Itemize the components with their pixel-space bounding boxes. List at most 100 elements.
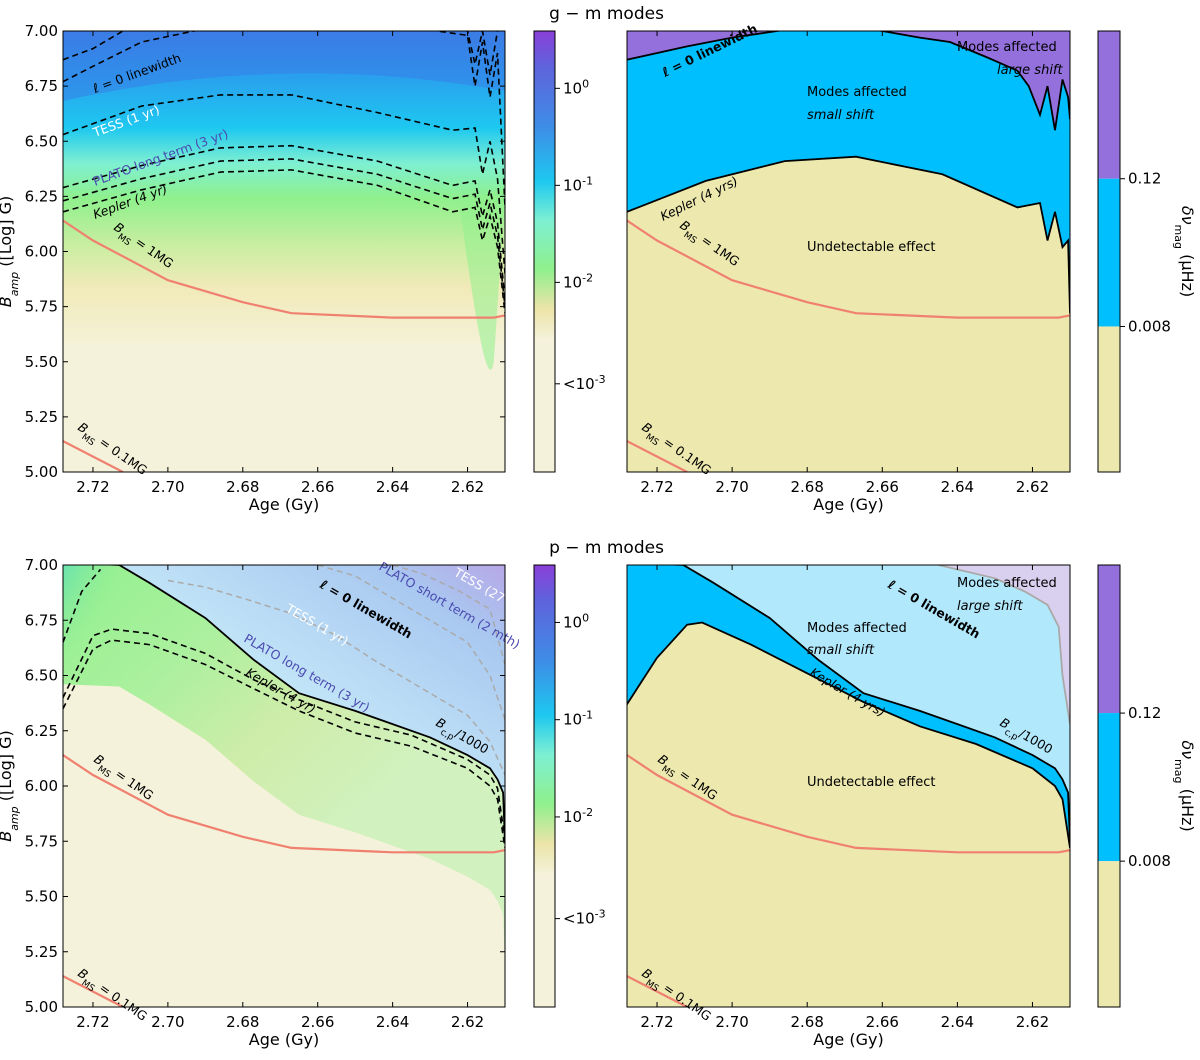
x-tick-label: 2.62 <box>451 1013 484 1031</box>
x-tick-label: 2.70 <box>715 478 748 496</box>
y-tick-label: 6.00 <box>25 777 58 795</box>
label-undetectable: Undetectable effect <box>807 240 936 255</box>
x-tick-label: 2.62 <box>1016 478 1049 496</box>
colorbar-small <box>1098 713 1120 862</box>
y-tick-label: 6.75 <box>25 611 58 629</box>
curve-b-ms-1mg <box>63 219 505 319</box>
curve-b-ms-0-1mg <box>63 975 124 1007</box>
chart-title: p − m modes <box>549 538 664 558</box>
colorbar-tick-label: 10-1 <box>563 174 593 195</box>
heatmap-wedge <box>63 565 505 965</box>
y-tick-label: 5.00 <box>25 998 58 1016</box>
y-tick-label: 5.50 <box>25 888 58 906</box>
x-tick-label: 2.66 <box>301 478 334 496</box>
label-large-affected: Modes affected <box>957 576 1057 591</box>
bms-1mg-curve <box>627 219 1070 319</box>
colorbar-tick-label: 0.008 <box>1128 852 1171 870</box>
label-small-shift: small shift <box>807 108 875 123</box>
region-undetectable <box>627 156 1070 472</box>
x-axis-label: Age (Gy) <box>249 1030 319 1049</box>
y-tick-label: 5.50 <box>25 353 58 371</box>
x-tick-label: 2.70 <box>715 1013 748 1031</box>
colorbar-tick-label: 0.12 <box>1128 704 1161 722</box>
colorbar-tick-label: <10-3 <box>563 907 606 928</box>
y-tick-label: 5.75 <box>25 298 58 316</box>
x-tick-label: 2.66 <box>301 1013 334 1031</box>
curve-b-ms-1mg <box>63 754 505 854</box>
colorbar-large <box>1098 565 1120 714</box>
y-tick-label: 7.00 <box>25 556 58 574</box>
bms-01mg-curve <box>627 440 688 472</box>
curve-tess-27-d- <box>392 565 505 665</box>
axes-frame <box>626 564 1071 1008</box>
label-small-affected: Modes affected <box>807 85 907 100</box>
curve-b-c-p-1000 <box>96 565 505 844</box>
colorbar-gradient <box>533 564 556 1008</box>
colorbar-tick-label: 10-1 <box>563 708 593 729</box>
bms-01mg-curve <box>627 975 688 1007</box>
heatmap-wedge-green <box>63 565 505 965</box>
x-tick-label: 2.72 <box>76 478 109 496</box>
kepler-boundary <box>627 155 1070 314</box>
colorbar-tick-label: 10-2 <box>563 805 593 826</box>
x-axis-label: Age (Gy) <box>813 495 883 514</box>
linewidth-boundary <box>627 31 1070 131</box>
x-tick-label: 2.64 <box>941 478 974 496</box>
y-tick-label: 6.00 <box>25 243 58 261</box>
x-tick-label: 2.72 <box>640 478 673 496</box>
x-tick-label: 2.72 <box>640 1013 673 1031</box>
y-tick-label: 6.50 <box>25 667 58 685</box>
heatmap-fill <box>63 31 505 472</box>
x-axis-label: Age (Gy) <box>813 1030 883 1049</box>
x-tick-label: 2.70 <box>151 1013 184 1031</box>
curve-kepler-inner <box>63 158 505 307</box>
colorbar-gradient <box>533 30 556 473</box>
label-large-shift: large shift <box>957 599 1024 614</box>
plot-area <box>63 31 505 472</box>
colorbar-frame <box>1097 30 1121 473</box>
x-tick-label: 2.62 <box>1016 1013 1049 1031</box>
curve-tess-1-yr- <box>63 94 505 274</box>
x-tick-label: 2.70 <box>151 478 184 496</box>
y-axis-label: Bamp ([Log] G) <box>0 196 21 308</box>
colorbar-large <box>1098 31 1120 179</box>
label-large-affected: Modes affected <box>957 40 1057 55</box>
curve-b-ms-0-1mg <box>63 440 124 472</box>
heatmap-corner <box>63 565 153 715</box>
colorbar-tick-label: 10-2 <box>563 271 593 292</box>
y-tick-label: 5.00 <box>25 463 58 481</box>
panel-gm-regions: Modes affected large shift Modes affected s… <box>626 21 1197 514</box>
y-tick-label: 6.50 <box>25 132 58 150</box>
colorbar-tick-label: 0.12 <box>1128 170 1161 188</box>
colorbar: 100 10-1 10-2 <10-3 <box>533 564 606 1008</box>
label-small-affected: Modes affected <box>807 621 907 636</box>
plot-area <box>627 31 1070 472</box>
colorbar-tick-label: 100 <box>563 77 589 98</box>
colorbar-undetectable <box>1098 326 1120 472</box>
linewidth-boundary <box>938 565 1070 725</box>
colorbar-tick-label: <10-3 <box>563 372 606 393</box>
x-tick-label: 2.66 <box>866 478 899 496</box>
colorbar-small <box>1098 178 1120 327</box>
y-tick-label: 6.25 <box>25 187 58 205</box>
label-undetectable: Undetectable effect <box>807 775 936 790</box>
colorbar-label: δνmag (μHz) <box>1173 740 1198 831</box>
axes-frame <box>626 30 1071 473</box>
colorbar: 0.12 0.008 δνmag (μHz) <box>1097 564 1198 1008</box>
x-tick-label: 2.72 <box>76 1013 109 1031</box>
curve-plato-long-term-3-yr- <box>63 568 102 643</box>
y-tick-label: 6.75 <box>25 77 58 95</box>
kepler-boundary <box>627 621 1070 849</box>
curve-l-0-linewidth-upper <box>63 31 499 76</box>
y-tick-label: 7.00 <box>25 22 58 40</box>
colorbar: 100 10-1 10-2 <10-3 <box>533 30 606 473</box>
titles: g − m modes p − m modes <box>549 4 664 558</box>
curve-kepler-inner <box>63 628 505 840</box>
heatmap-top-band <box>63 31 505 101</box>
colorbar: 0.12 0.008 δνmag (μHz) <box>1097 30 1197 473</box>
x-tick-label: 2.68 <box>791 1013 824 1031</box>
colorbar-frame <box>1097 564 1121 1008</box>
